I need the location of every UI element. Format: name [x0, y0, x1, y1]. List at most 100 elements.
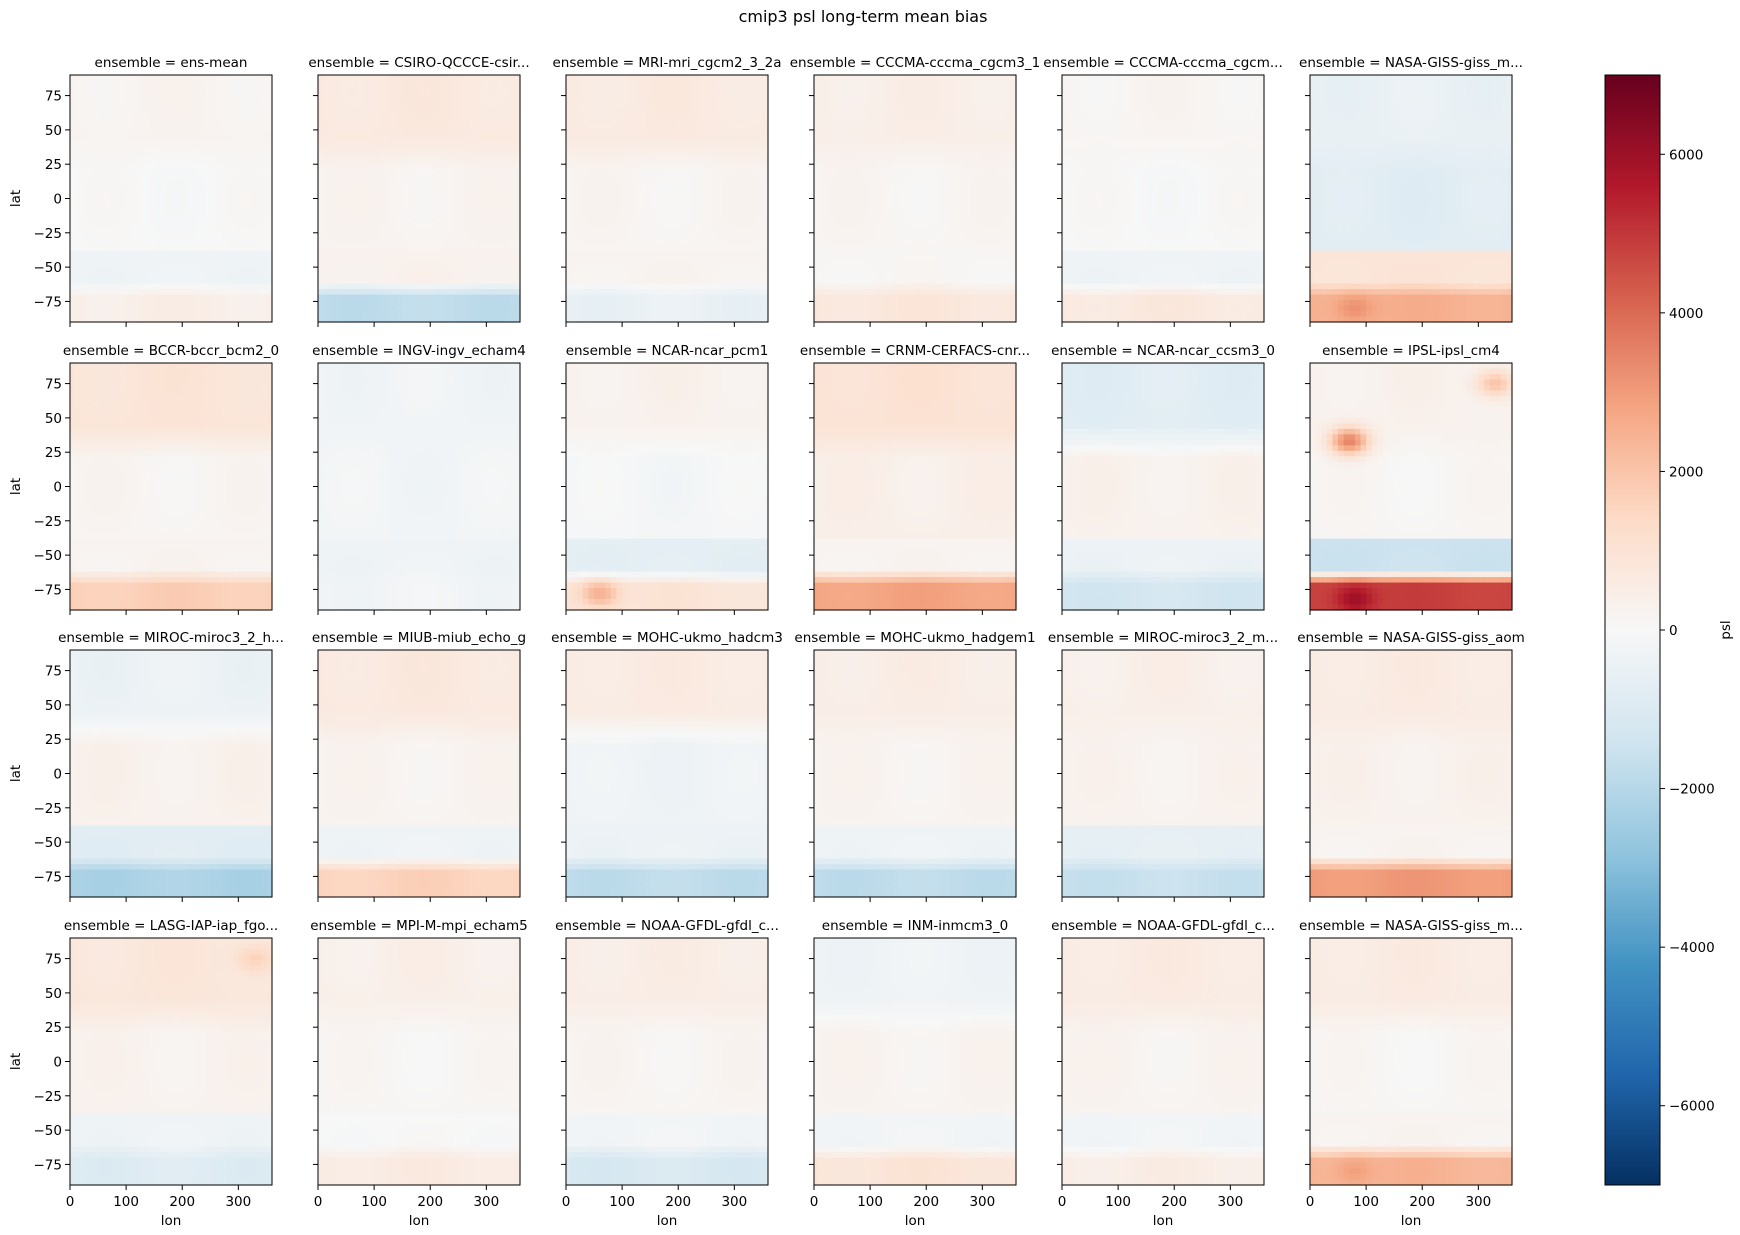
heatmap-cell: [143, 119, 149, 125]
heatmap-cell: [216, 223, 222, 229]
heatmap-cell: [238, 218, 244, 224]
heatmap-cell: [481, 240, 487, 246]
heatmap-cell: [216, 146, 222, 152]
heatmap-cell: [188, 273, 194, 279]
heatmap-cell: [132, 218, 138, 224]
heatmap-cell: [250, 185, 256, 191]
heatmap-cell: [639, 157, 645, 163]
heatmap-cell: [661, 190, 667, 196]
heatmap-cell: [566, 108, 572, 114]
heatmap-cell: [188, 163, 194, 169]
heatmap-cell: [233, 174, 239, 180]
heatmap-cell: [481, 130, 487, 136]
heatmap-cell: [182, 218, 188, 224]
heatmap-cell: [369, 245, 375, 251]
heatmap-cell: [70, 91, 76, 97]
heatmap-cell: [464, 91, 470, 97]
heatmap-cell: [255, 146, 261, 152]
heatmap-cell: [340, 212, 346, 218]
heatmap-cell: [408, 229, 414, 235]
heatmap-cell: [583, 146, 589, 152]
heatmap-cell: [143, 108, 149, 114]
heatmap-cell: [661, 97, 667, 103]
heatmap-cell: [165, 179, 171, 185]
heatmap-cell: [199, 91, 205, 97]
heatmap-cell: [143, 157, 149, 163]
heatmap-cell: [182, 80, 188, 86]
heatmap-cell: [622, 108, 628, 114]
heatmap-cell: [385, 174, 391, 180]
heatmap-cell: [397, 295, 403, 301]
heatmap-cell: [453, 102, 459, 108]
heatmap-cell: [357, 245, 363, 251]
heatmap-cell: [425, 245, 431, 251]
heatmap-cell: [324, 311, 330, 317]
heatmap-cell: [475, 168, 481, 174]
heatmap-cell: [617, 196, 623, 202]
heatmap-cell: [222, 251, 228, 257]
heatmap-cell: [222, 262, 228, 268]
heatmap-cell: [238, 124, 244, 130]
heatmap-cell: [126, 284, 132, 290]
heatmap-cell: [566, 218, 572, 224]
heatmap-cell: [324, 75, 330, 81]
heatmap-cell: [222, 146, 228, 152]
heatmap-cell: [617, 102, 623, 108]
heatmap-cell: [335, 245, 341, 251]
heatmap-cell: [352, 273, 358, 279]
heatmap-cell: [492, 146, 498, 152]
heatmap-cell: [76, 163, 82, 169]
heatmap-cell: [453, 163, 459, 169]
heatmap-cell: [650, 141, 656, 147]
heatmap-cell: [656, 229, 662, 235]
heatmap-cell: [188, 130, 194, 136]
heatmap-cell: [81, 256, 87, 262]
heatmap-cell: [109, 113, 115, 119]
heatmap-cell: [492, 196, 498, 202]
heatmap-cell: [369, 119, 375, 125]
heatmap-cell: [503, 245, 509, 251]
heatmap-cell: [121, 97, 127, 103]
heatmap-cell: [81, 130, 87, 136]
heatmap-cell: [509, 97, 515, 103]
heatmap-cell: [324, 113, 330, 119]
heatmap-cell: [475, 157, 481, 163]
heatmap-cell: [419, 245, 425, 251]
heatmap-cell: [453, 174, 459, 180]
heatmap-cell: [188, 185, 194, 191]
heatmap-cell: [233, 91, 239, 97]
heatmap-cell: [352, 179, 358, 185]
heatmap-cell: [419, 130, 425, 136]
heatmap-cell: [104, 207, 110, 213]
heatmap-cell: [413, 234, 419, 240]
heatmap-cell: [751, 234, 757, 240]
heatmap-cell: [486, 273, 492, 279]
heatmap-cell: [335, 273, 341, 279]
heatmap-cell: [633, 80, 639, 86]
heatmap-cell: [205, 251, 211, 257]
heatmap-cell: [255, 245, 261, 251]
heatmap-cell: [374, 300, 380, 306]
heatmap-cell: [222, 212, 228, 218]
heatmap-cell: [193, 240, 199, 246]
heatmap-cell: [329, 102, 335, 108]
heatmap-cell: [210, 97, 216, 103]
heatmap-cell: [244, 91, 250, 97]
heatmap-cell: [70, 141, 76, 147]
heatmap-cell: [255, 163, 261, 169]
heatmap-cell: [419, 234, 425, 240]
heatmap-cell: [436, 273, 442, 279]
heatmap-cell: [238, 86, 244, 92]
heatmap-cell: [244, 157, 250, 163]
heatmap-cell: [746, 234, 752, 240]
heatmap-cell: [509, 278, 515, 284]
heatmap-cell: [481, 245, 487, 251]
heatmap-cell: [661, 229, 667, 235]
heatmap-cell: [227, 168, 233, 174]
panel-title: ensemble = ens-mean: [95, 55, 248, 71]
heatmap-cell: [611, 157, 617, 163]
heatmap-cell: [380, 284, 386, 290]
heatmap-cell: [441, 168, 447, 174]
heatmap-cell: [70, 163, 76, 169]
heatmap-cell: [70, 168, 76, 174]
